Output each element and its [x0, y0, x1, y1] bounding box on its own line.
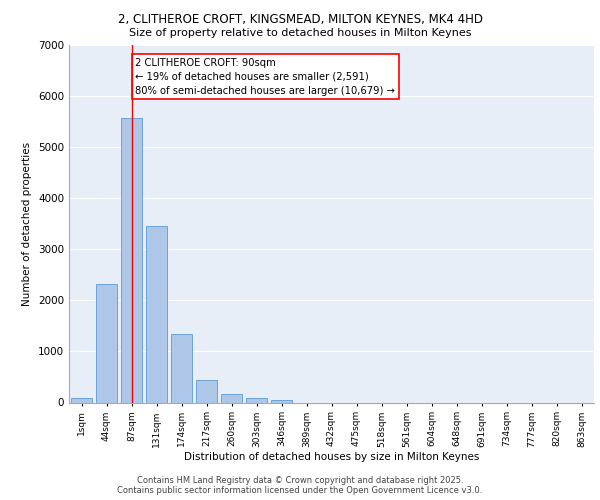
Bar	[196, 380, 217, 402]
Bar	[121, 118, 142, 403]
Bar	[171, 334, 192, 402]
Text: Contains HM Land Registry data © Crown copyright and database right 2025.: Contains HM Land Registry data © Crown c…	[137, 476, 463, 485]
Text: Size of property relative to detached houses in Milton Keynes: Size of property relative to detached ho…	[129, 28, 471, 38]
Text: 2, CLITHEROE CROFT, KINGSMEAD, MILTON KEYNES, MK4 4HD: 2, CLITHEROE CROFT, KINGSMEAD, MILTON KE…	[118, 12, 482, 26]
Bar	[96, 284, 117, 403]
Bar	[271, 400, 292, 402]
Bar	[246, 398, 267, 402]
Text: 2 CLITHEROE CROFT: 90sqm
← 19% of detached houses are smaller (2,591)
80% of sem: 2 CLITHEROE CROFT: 90sqm ← 19% of detach…	[135, 58, 395, 96]
Bar	[221, 394, 242, 402]
Text: Contains public sector information licensed under the Open Government Licence v3: Contains public sector information licen…	[118, 486, 482, 495]
Bar	[146, 226, 167, 402]
X-axis label: Distribution of detached houses by size in Milton Keynes: Distribution of detached houses by size …	[184, 452, 479, 462]
Bar	[71, 398, 92, 402]
Y-axis label: Number of detached properties: Number of detached properties	[22, 142, 32, 306]
